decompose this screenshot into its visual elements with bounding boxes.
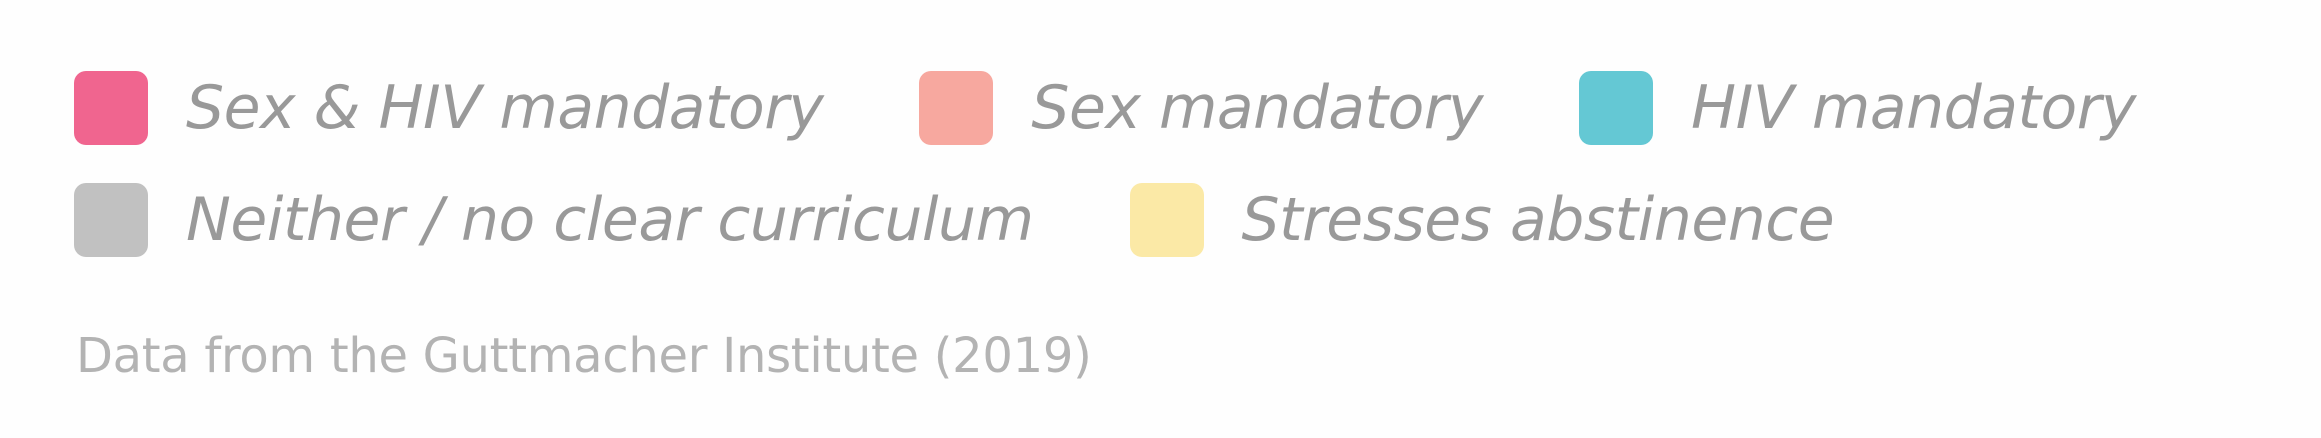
legend-swatch: [74, 71, 148, 145]
legend-row-2: Neither / no clear curriculum Stresses a…: [74, 182, 1930, 258]
legend-label: Stresses abstinence: [1241, 185, 1835, 255]
legend-item-sex-hiv-mandatory: Sex & HIV mandatory: [74, 70, 824, 146]
legend-label: Sex & HIV mandatory: [186, 73, 824, 143]
legend-item-neither: Neither / no clear curriculum: [74, 182, 1034, 258]
legend-item-hiv-mandatory: HIV mandatory: [1578, 70, 2136, 146]
legend-label: Sex mandatory: [1031, 73, 1483, 143]
legend-item-stresses-abstinence: Stresses abstinence: [1129, 182, 1835, 258]
legend-item-sex-mandatory: Sex mandatory: [919, 70, 1483, 146]
legend-swatch: [919, 71, 994, 145]
legend-swatch: [1129, 183, 1204, 257]
legend-label: HIV mandatory: [1690, 73, 2136, 143]
legend-swatch: [74, 183, 148, 257]
legend-swatch: [1578, 71, 1653, 145]
legend-label: Neither / no clear curriculum: [186, 185, 1034, 255]
source-note: Data from the Guttmacher Institute (2019…: [76, 328, 1092, 384]
legend-row-1: Sex & HIV mandatory Sex mandatory HIV ma…: [74, 70, 2232, 146]
